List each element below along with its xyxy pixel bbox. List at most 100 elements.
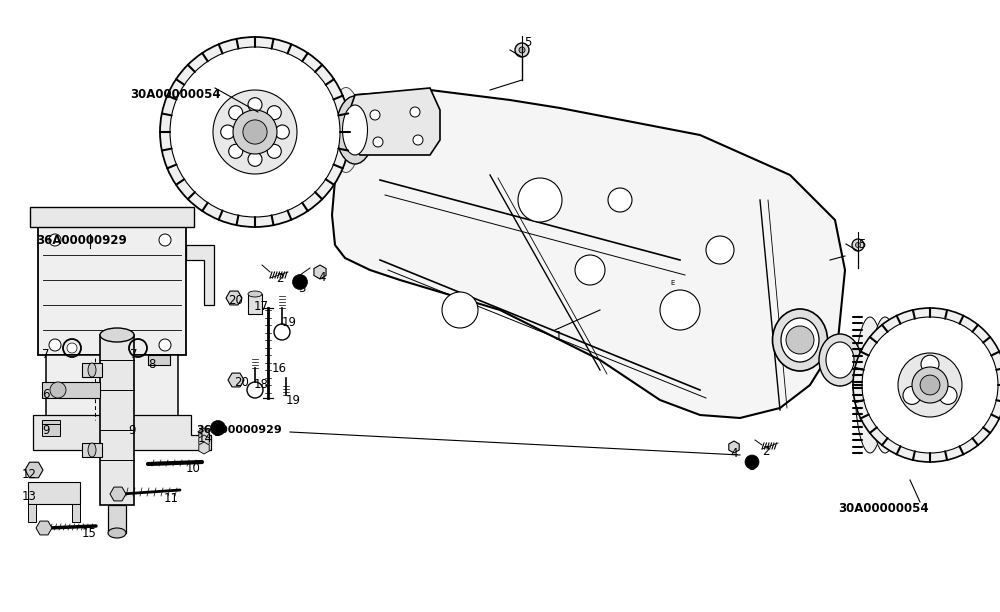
Bar [72,504,80,522]
Text: 36A00000929: 36A00000929 [36,234,127,247]
Circle shape [410,107,420,117]
Text: E: E [670,280,674,286]
Ellipse shape [342,105,368,155]
Bar [46,355,178,420]
Ellipse shape [50,382,66,398]
Bar [82,443,102,457]
Circle shape [292,275,308,289]
Bar [108,505,126,533]
Ellipse shape [248,291,262,297]
Circle shape [413,135,423,145]
Circle shape [442,292,478,328]
Circle shape [248,98,262,112]
Circle shape [706,236,734,264]
Text: 16: 16 [272,362,287,375]
Bar [42,382,100,398]
Circle shape [248,152,262,166]
Ellipse shape [100,328,134,342]
Ellipse shape [336,96,374,164]
Text: 19: 19 [286,394,301,407]
Circle shape [519,47,525,53]
Ellipse shape [88,363,96,377]
Ellipse shape [819,334,861,386]
Circle shape [575,255,605,285]
Text: 19: 19 [282,316,297,329]
Text: 20: 20 [234,376,249,389]
Circle shape [660,290,700,330]
Circle shape [213,90,297,174]
Circle shape [898,353,962,417]
Bar [100,335,134,505]
Polygon shape [332,90,845,418]
Text: 36A00000929: 36A00000929 [196,425,282,435]
Bar [42,424,60,436]
Circle shape [243,120,267,144]
Bar [42,420,60,432]
Circle shape [903,386,921,405]
Bar [30,207,194,227]
Circle shape [159,339,171,351]
Text: 3: 3 [748,460,755,473]
Ellipse shape [88,443,96,457]
Circle shape [515,43,529,57]
Text: 11: 11 [164,492,179,505]
Ellipse shape [826,342,854,378]
Circle shape [229,106,243,120]
Bar [28,504,36,522]
Circle shape [159,234,171,246]
Text: 30A00000054: 30A00000054 [838,502,929,515]
Ellipse shape [772,309,828,371]
Circle shape [370,110,380,120]
Text: 2: 2 [762,445,770,458]
Text: 1: 1 [555,330,562,343]
Circle shape [852,239,864,251]
Text: 3: 3 [213,426,220,439]
Bar [82,363,102,377]
Text: 8: 8 [148,358,155,371]
Circle shape [608,188,632,212]
Ellipse shape [887,317,917,453]
Text: 20: 20 [228,294,243,307]
Ellipse shape [307,88,337,173]
Circle shape [49,234,61,246]
Bar [248,294,262,314]
Circle shape [920,375,940,395]
Text: 4: 4 [730,447,738,460]
Polygon shape [33,415,211,450]
Text: 3: 3 [298,282,305,295]
Circle shape [856,242,860,247]
Circle shape [275,125,289,139]
Ellipse shape [319,88,349,173]
Ellipse shape [331,88,361,173]
Ellipse shape [781,318,819,362]
Text: 5: 5 [858,238,865,251]
Text: 9: 9 [128,424,136,437]
Circle shape [745,455,759,469]
Text: 30A00000054: 30A00000054 [130,88,221,101]
Ellipse shape [108,528,126,538]
Text: 5: 5 [524,36,531,49]
Circle shape [853,308,1000,462]
Ellipse shape [870,317,900,453]
Polygon shape [186,245,214,305]
Circle shape [267,144,281,159]
Circle shape [160,37,350,227]
Text: 15: 15 [82,527,97,540]
Circle shape [921,355,939,373]
Text: 7: 7 [42,348,50,361]
Circle shape [518,178,562,222]
Circle shape [210,420,226,436]
Circle shape [49,339,61,351]
Text: 10: 10 [186,462,201,475]
Text: 4: 4 [318,271,326,284]
Bar [28,482,80,504]
Bar [148,355,170,365]
Circle shape [221,125,235,139]
Circle shape [170,47,340,217]
Circle shape [67,343,77,353]
Circle shape [862,317,998,453]
Circle shape [373,137,383,147]
Text: 12: 12 [22,468,37,481]
Circle shape [939,386,957,405]
Bar [38,225,186,355]
